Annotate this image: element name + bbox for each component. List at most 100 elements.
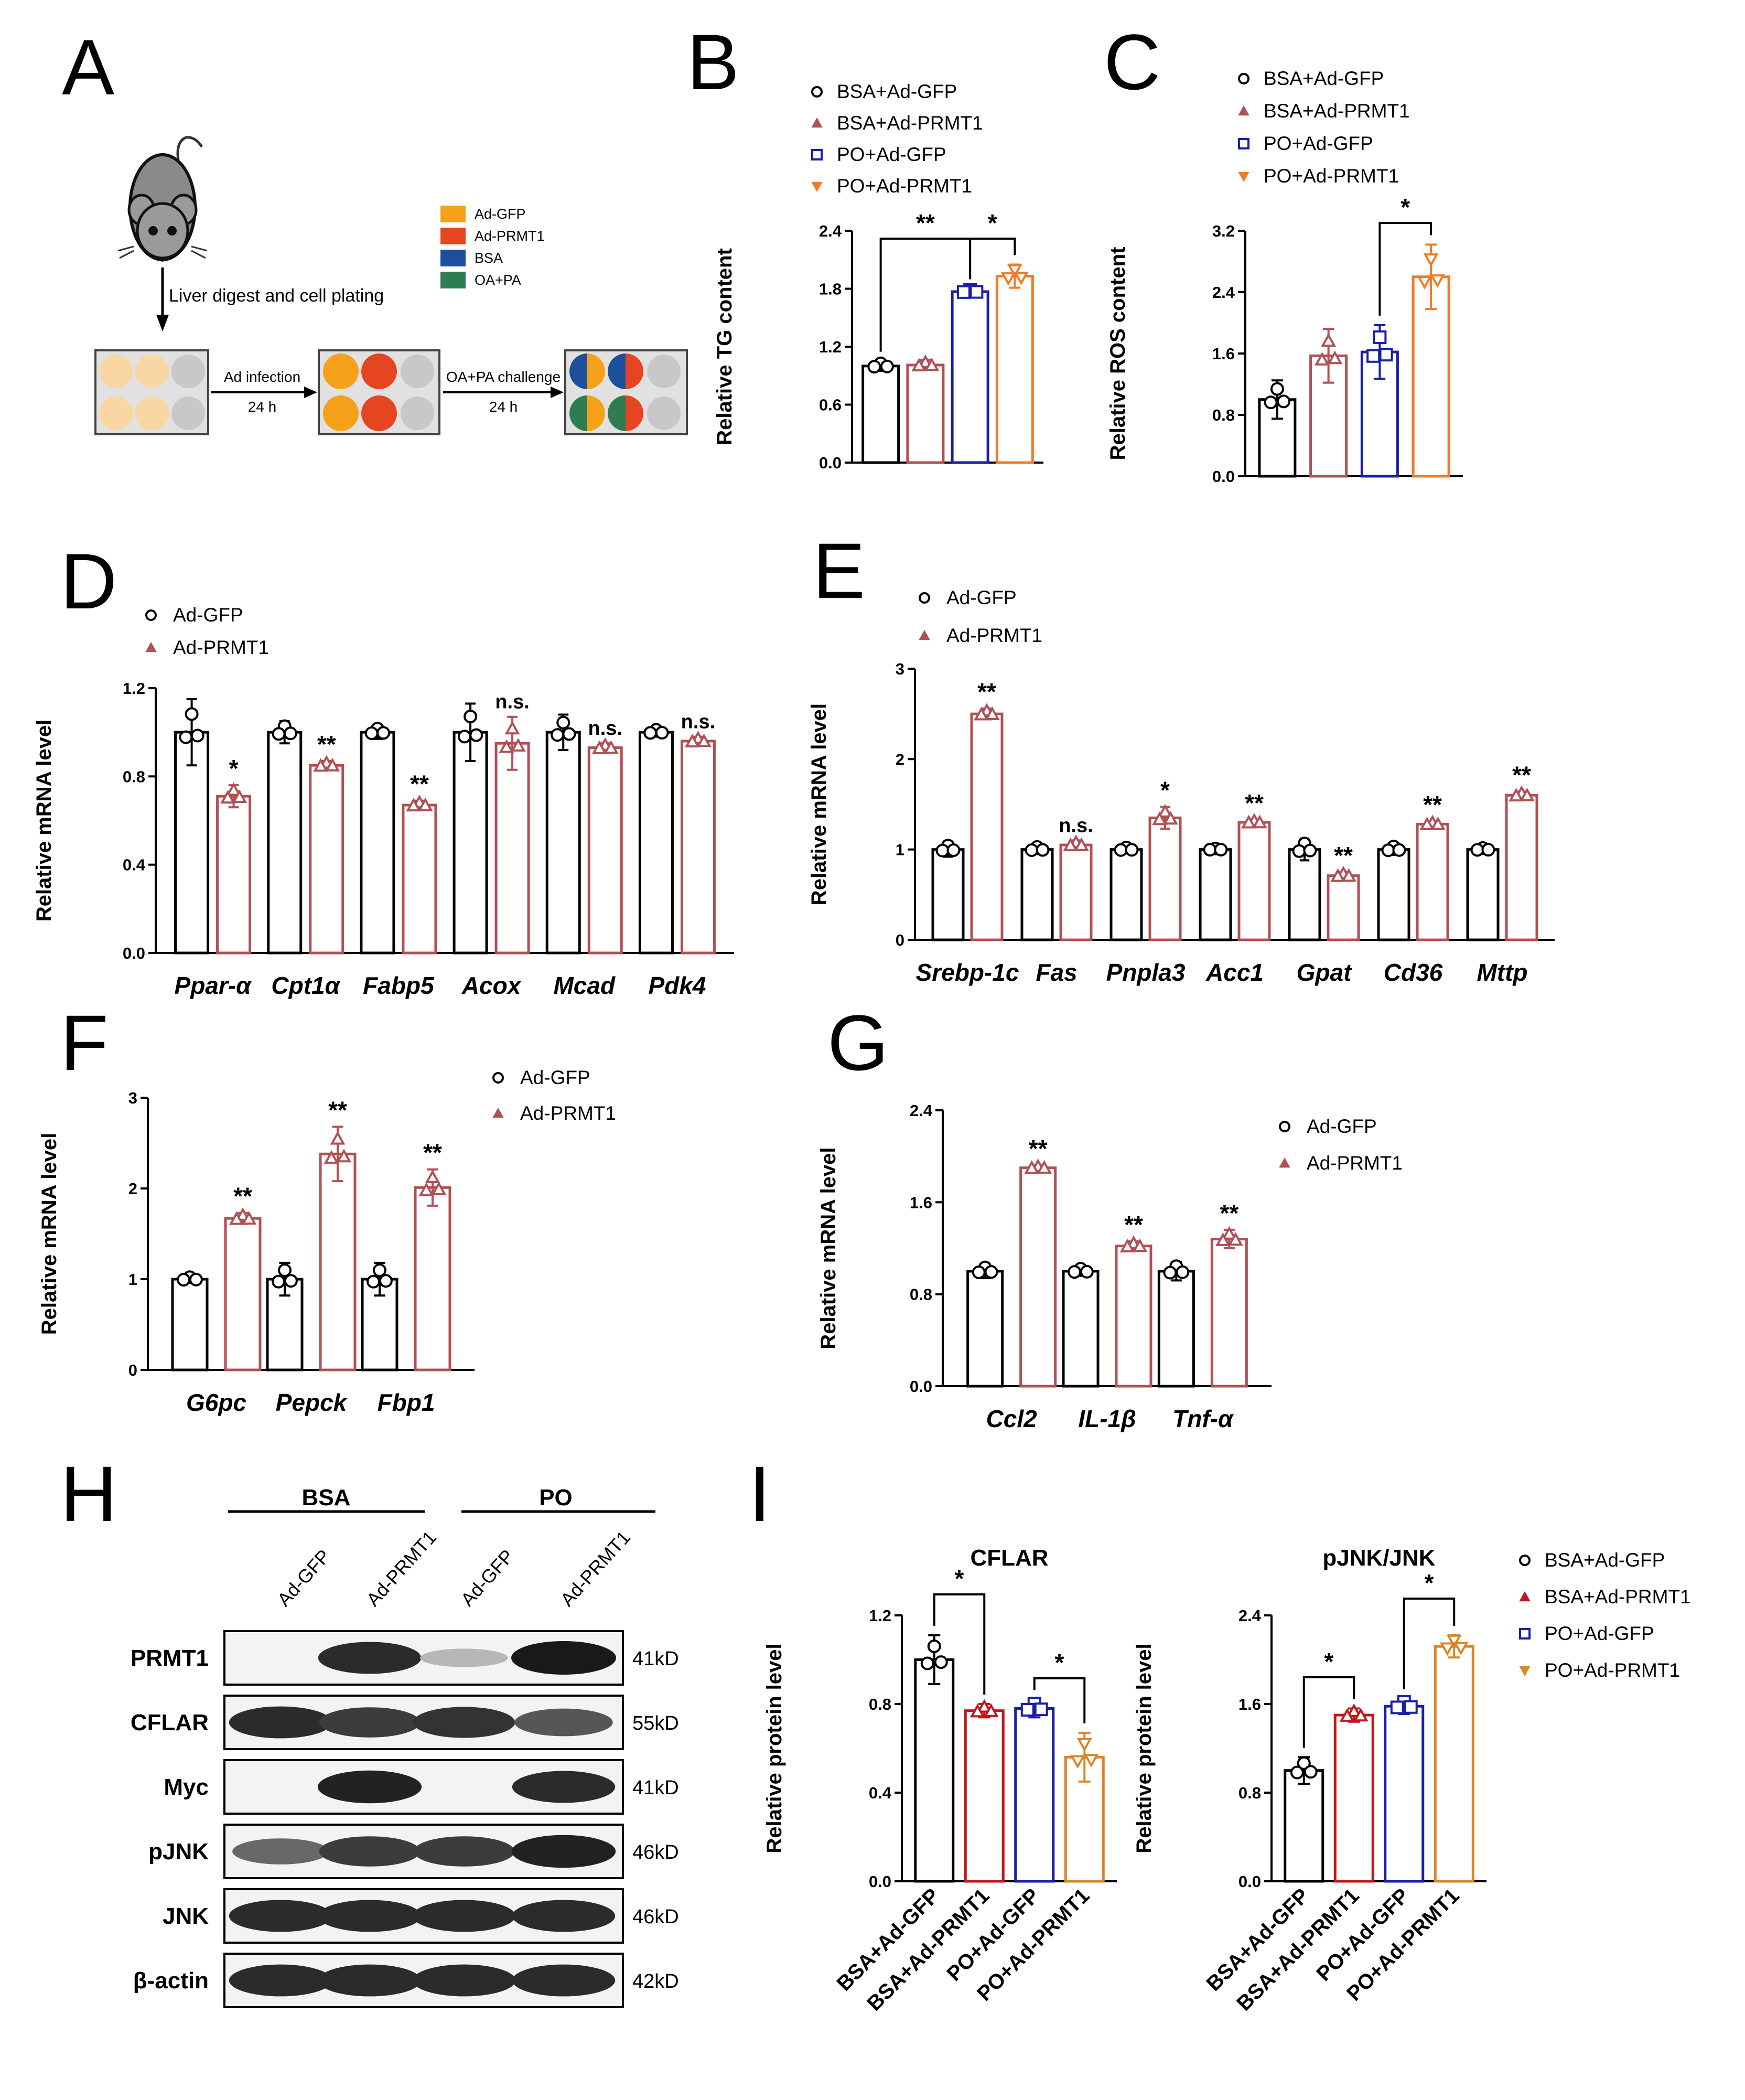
data-point [1304, 1765, 1318, 1779]
bar-Ad-GFP [966, 1270, 1004, 1388]
data-point [330, 1131, 346, 1145]
chart-title: pJNK/JNK [1322, 1545, 1435, 1571]
data-point [1327, 350, 1343, 365]
schematic-legend-swatch [440, 272, 466, 288]
data-point [1404, 1700, 1418, 1714]
data-point [984, 1265, 998, 1279]
legend-marker [1238, 138, 1249, 149]
schematic-legend-swatch [440, 206, 466, 222]
bar-Ad-PRMT1 [224, 1217, 262, 1372]
x-category-label: Srebp-1c [916, 959, 1019, 986]
y-tick-label: 0.8 [1238, 1784, 1261, 1802]
data-point [591, 740, 607, 754]
significance-label: * [229, 755, 239, 782]
data-point [364, 726, 379, 741]
schematic-step3-top: OA+PA challenge [446, 369, 561, 385]
data-point [425, 1170, 440, 1184]
legend-marker [1238, 105, 1249, 116]
y-tick-label: 2.4 [1238, 1606, 1262, 1625]
blot-band [232, 1838, 329, 1865]
bar-1 [964, 1709, 1005, 1883]
y-tick-label: 1.2 [819, 338, 842, 356]
blot-band [318, 1900, 422, 1932]
bar-Ad-GFP [1288, 848, 1321, 941]
data-point [1429, 274, 1445, 288]
x-category-label: Cpt1α [271, 972, 341, 999]
x-category-label: Ccl2 [986, 1405, 1038, 1432]
panel-letter-i: I [749, 1450, 771, 1538]
legend-marker [919, 592, 930, 604]
blot-band [413, 1707, 515, 1738]
data-point [935, 843, 950, 858]
lane-label: Ad-GFP [273, 1545, 334, 1610]
significance-label: ** [423, 1139, 442, 1166]
schematic-legend-label: BSA [475, 250, 503, 266]
data-point [1392, 843, 1406, 857]
bar-Ad-PRMT1 [1505, 794, 1538, 941]
blot-kd-label: 46kD [632, 1906, 679, 1928]
significance-label: * [955, 1565, 964, 1592]
data-point [604, 740, 619, 754]
bar-2 [1384, 1705, 1425, 1883]
y-tick-label: 1 [896, 841, 904, 859]
data-point [1509, 788, 1524, 802]
panel-letter-g: G [827, 999, 889, 1087]
panel-letter-h: H [60, 1450, 117, 1538]
data-point [464, 710, 478, 724]
bar-Ad-GFP [1157, 1270, 1195, 1388]
significance-label: * [1401, 194, 1410, 221]
y-tick-label: 1.6 [910, 1193, 932, 1212]
y-tick-label: 0.0 [869, 1872, 891, 1891]
data-point [1020, 1702, 1035, 1717]
blot-band [512, 1964, 616, 1997]
legend-marker [145, 609, 157, 621]
y-axis-label: Relative mRNA level [33, 720, 56, 922]
data-point [880, 359, 894, 373]
schematic-step2-bottom: 24 h [248, 399, 277, 415]
panel-letter-e: E [813, 527, 865, 615]
y-tick-label: 0.6 [819, 396, 842, 414]
data-point [1070, 1755, 1085, 1769]
blot-band [319, 1707, 421, 1738]
legend-label: Ad-PRMT1 [1307, 1152, 1403, 1174]
blot-band [318, 1642, 422, 1674]
blot-band [412, 1900, 516, 1932]
x-category-label: Pnpla3 [1106, 959, 1186, 986]
bar-0 [1284, 1769, 1324, 1883]
data-point [1346, 1703, 1362, 1717]
significance-bracket [969, 238, 1016, 280]
legend-marker [1238, 73, 1249, 84]
blot-band [229, 1706, 332, 1739]
legend-marker [1519, 1555, 1531, 1566]
data-point [1439, 1642, 1455, 1656]
legend-marker [919, 629, 930, 640]
lane-label: Ad-PRMT1 [362, 1527, 440, 1611]
y-tick-label: 1.6 [1238, 1695, 1261, 1713]
y-axis-label: Relative mRNA level [38, 1133, 61, 1335]
data-point [556, 715, 570, 730]
bar-1 [906, 363, 945, 464]
data-point [1453, 1642, 1469, 1656]
data-point [1379, 348, 1393, 362]
data-point [1157, 803, 1173, 818]
bar-Ad-GFP [1466, 848, 1500, 941]
legend-label: BSA+Ad-GFP [837, 81, 957, 102]
data-point [867, 360, 881, 374]
data-point [417, 797, 433, 811]
data-point [1132, 1238, 1148, 1252]
data-point [1125, 843, 1139, 857]
blot-band [512, 1771, 616, 1803]
data-point [232, 789, 247, 803]
lane-label: Ad-GFP [456, 1545, 518, 1610]
significance-label: ** [233, 1183, 252, 1210]
y-tick-label: 0.8 [910, 1285, 932, 1304]
chart-i-pjnk: 0.0 0.8 1.6 2.4 Relative protein level * * BSA+… [1133, 1545, 1691, 2016]
bar-Ad-PRMT1 [402, 803, 437, 955]
data-point [278, 1263, 292, 1277]
legend-label: PO+Ad-PRMT1 [1264, 165, 1399, 187]
significance-label: ** [1124, 1211, 1143, 1238]
bar-Ad-GFP [931, 848, 965, 941]
bar-Ad-PRMT1 [970, 712, 1004, 941]
